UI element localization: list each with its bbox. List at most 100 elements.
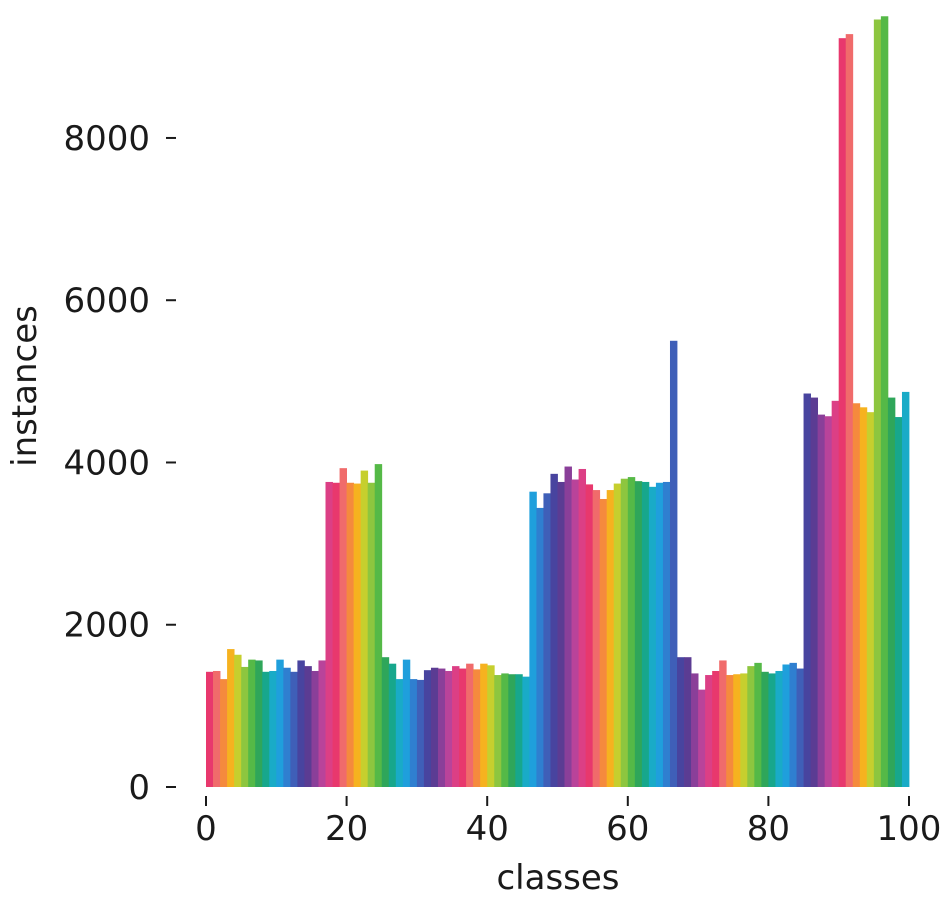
bar bbox=[501, 673, 509, 787]
x-tick-label: 100 bbox=[877, 809, 942, 849]
bar bbox=[255, 660, 263, 787]
bar bbox=[894, 417, 903, 787]
y-tick-label: 6000 bbox=[63, 281, 150, 321]
bar bbox=[367, 482, 376, 787]
bar bbox=[388, 663, 397, 787]
bar bbox=[761, 671, 769, 787]
bar bbox=[747, 666, 755, 787]
bar bbox=[599, 498, 608, 787]
bar bbox=[522, 676, 530, 787]
y-tick-label: 4000 bbox=[63, 443, 150, 483]
x-tick-label: 60 bbox=[606, 809, 649, 849]
bar bbox=[887, 397, 896, 787]
bar bbox=[234, 654, 242, 787]
bar bbox=[480, 663, 488, 787]
bar bbox=[459, 668, 467, 787]
bar bbox=[536, 507, 544, 787]
bar bbox=[332, 482, 340, 787]
bar bbox=[339, 468, 347, 787]
bar bbox=[662, 481, 671, 787]
bar bbox=[374, 464, 383, 787]
bar bbox=[346, 482, 355, 787]
bar bbox=[297, 660, 305, 787]
bar bbox=[220, 679, 228, 787]
bar bbox=[859, 407, 868, 787]
bar bbox=[705, 675, 713, 787]
bar bbox=[571, 479, 579, 787]
bar bbox=[452, 666, 460, 787]
bar bbox=[669, 340, 678, 787]
bar bbox=[304, 666, 312, 787]
bar bbox=[445, 670, 453, 787]
bar bbox=[585, 484, 594, 787]
bar bbox=[733, 674, 741, 787]
bar bbox=[845, 34, 854, 788]
bar bbox=[473, 669, 481, 787]
x-tick-label: 0 bbox=[195, 809, 217, 849]
y-axis-label: instances bbox=[5, 305, 45, 467]
bar bbox=[754, 662, 762, 787]
bar bbox=[564, 466, 572, 787]
bar bbox=[782, 664, 790, 787]
bar bbox=[290, 671, 298, 787]
bar bbox=[627, 477, 636, 787]
bar bbox=[641, 481, 650, 787]
bar bbox=[684, 657, 692, 787]
bar bbox=[824, 416, 833, 787]
x-tick-label: 80 bbox=[747, 809, 790, 849]
bar bbox=[381, 657, 390, 787]
bar bbox=[276, 659, 284, 787]
bar bbox=[515, 674, 523, 787]
bar bbox=[606, 490, 615, 787]
bar bbox=[880, 16, 889, 787]
bar bbox=[262, 671, 270, 787]
x-tick-label: 20 bbox=[325, 809, 368, 849]
y-tick-label: 8000 bbox=[63, 119, 150, 159]
bar bbox=[712, 670, 720, 787]
bar bbox=[768, 673, 776, 787]
bar-series bbox=[206, 16, 910, 788]
x-tick-label: 40 bbox=[466, 809, 509, 849]
bar bbox=[437, 668, 446, 787]
bar bbox=[726, 675, 734, 787]
bar bbox=[550, 473, 558, 787]
bar bbox=[803, 393, 811, 787]
y-axis: 0 2000 4000 6000 8000 bbox=[63, 119, 176, 808]
bar bbox=[648, 486, 657, 787]
bar bbox=[557, 481, 565, 787]
bar bbox=[423, 670, 432, 787]
bar bbox=[613, 483, 622, 787]
bar bbox=[508, 674, 516, 787]
bar bbox=[494, 675, 502, 787]
bar bbox=[543, 493, 551, 787]
x-axis: 0 20 40 60 80 100 bbox=[195, 796, 941, 849]
bar bbox=[318, 660, 326, 787]
bar bbox=[241, 666, 249, 787]
y-tick-label: 2000 bbox=[63, 606, 150, 646]
bar bbox=[578, 468, 587, 787]
bar bbox=[620, 478, 629, 787]
bar bbox=[719, 660, 727, 787]
bar bbox=[395, 679, 404, 787]
x-axis-label: classes bbox=[496, 858, 619, 898]
bar bbox=[810, 397, 819, 787]
bar bbox=[901, 391, 910, 787]
bar bbox=[852, 403, 861, 787]
bar bbox=[740, 673, 748, 787]
bar bbox=[353, 483, 362, 787]
bar bbox=[831, 400, 840, 787]
bar bbox=[360, 470, 369, 787]
bar bbox=[283, 667, 291, 787]
bar bbox=[430, 667, 439, 787]
bar bbox=[248, 659, 256, 787]
bar bbox=[698, 689, 706, 787]
bar bbox=[838, 38, 847, 788]
bar bbox=[796, 668, 804, 787]
bar bbox=[655, 482, 664, 787]
bar bbox=[789, 662, 797, 787]
bar bbox=[227, 649, 235, 787]
bar bbox=[592, 490, 601, 787]
bar bbox=[775, 670, 783, 787]
y-tick-label: 0 bbox=[128, 768, 150, 808]
